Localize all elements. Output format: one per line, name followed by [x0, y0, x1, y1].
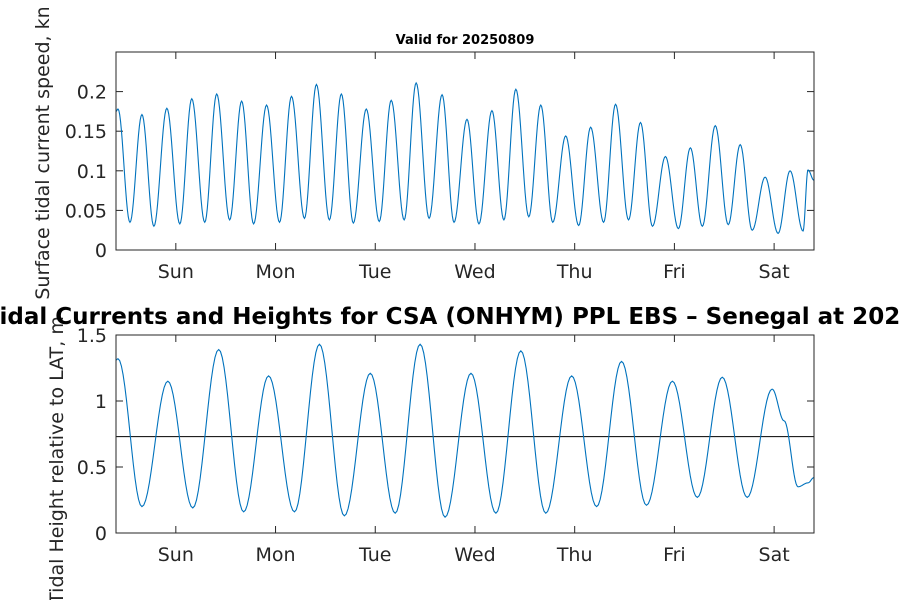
- current-x-tick-label: Fri: [663, 261, 686, 283]
- current-y-tick-label: 0.1: [77, 161, 107, 183]
- current-x-axis: Sun Mon Tue Wed Thu Fri Sat: [158, 52, 790, 283]
- height-y-tick-label: 0: [95, 523, 107, 545]
- current-x-tick-label: Sat: [759, 261, 790, 283]
- height-x-tick-label: Sun: [158, 544, 194, 566]
- height-y-tick-label: 0.5: [77, 457, 107, 479]
- current-panel-title: Valid for 20250809: [396, 33, 535, 48]
- tidal-height-panel: 0 0.5 1 1.5 Sun Mon Tue Wed Thu Fri Sat Tidal Hei…: [46, 316, 815, 600]
- height-x-tick-label: Wed: [454, 544, 495, 566]
- current-axes-box: [115, 51, 815, 251]
- height-x-tick-label: Mon: [256, 544, 296, 566]
- current-x-tick-label: Thu: [556, 261, 593, 283]
- height-y-tick-label: 1: [95, 391, 107, 413]
- height-x-tick-label: Sat: [759, 544, 790, 566]
- current-x-tick-label: Wed: [454, 261, 495, 283]
- current-speed-series-line: [115, 81, 815, 235]
- height-x-tick-label: Thu: [556, 544, 593, 566]
- figure-main-title: Tidal Currents and Heights for CSA (ONHY…: [0, 304, 900, 330]
- height-x-axis: Sun Mon Tue Wed Thu Fri Sat: [158, 335, 790, 566]
- height-axes-box: [115, 334, 815, 534]
- height-x-tick-label: Tue: [358, 544, 391, 566]
- height-y-axis-label: Tidal Height relative to LAT, m: [46, 316, 68, 600]
- height-y-axis: 0 0.5 1 1.5: [77, 325, 814, 545]
- current-y-tick-label: 0.05: [65, 200, 107, 222]
- current-y-tick-label: 0: [95, 240, 107, 262]
- current-x-tick-label: Tue: [358, 261, 391, 283]
- current-y-axis: 0 0.05 0.1 0.15 0.2: [65, 82, 814, 262]
- current-x-tick-label: Sun: [158, 261, 194, 283]
- tidal-height-series-line: [115, 343, 815, 518]
- current-speed-panel: Valid for 20250809 0 0.05 0.1 0.15 0.2 Sun Mo…: [32, 6, 815, 300]
- current-x-tick-label: Mon: [256, 261, 296, 283]
- height-x-tick-label: Fri: [663, 544, 686, 566]
- current-y-tick-label: 0.2: [77, 82, 107, 104]
- height-y-tick-label: 1.5: [77, 325, 107, 347]
- current-y-axis-label: Surface tidal current speed, kn: [32, 6, 54, 299]
- current-y-tick-label: 0.15: [65, 121, 107, 143]
